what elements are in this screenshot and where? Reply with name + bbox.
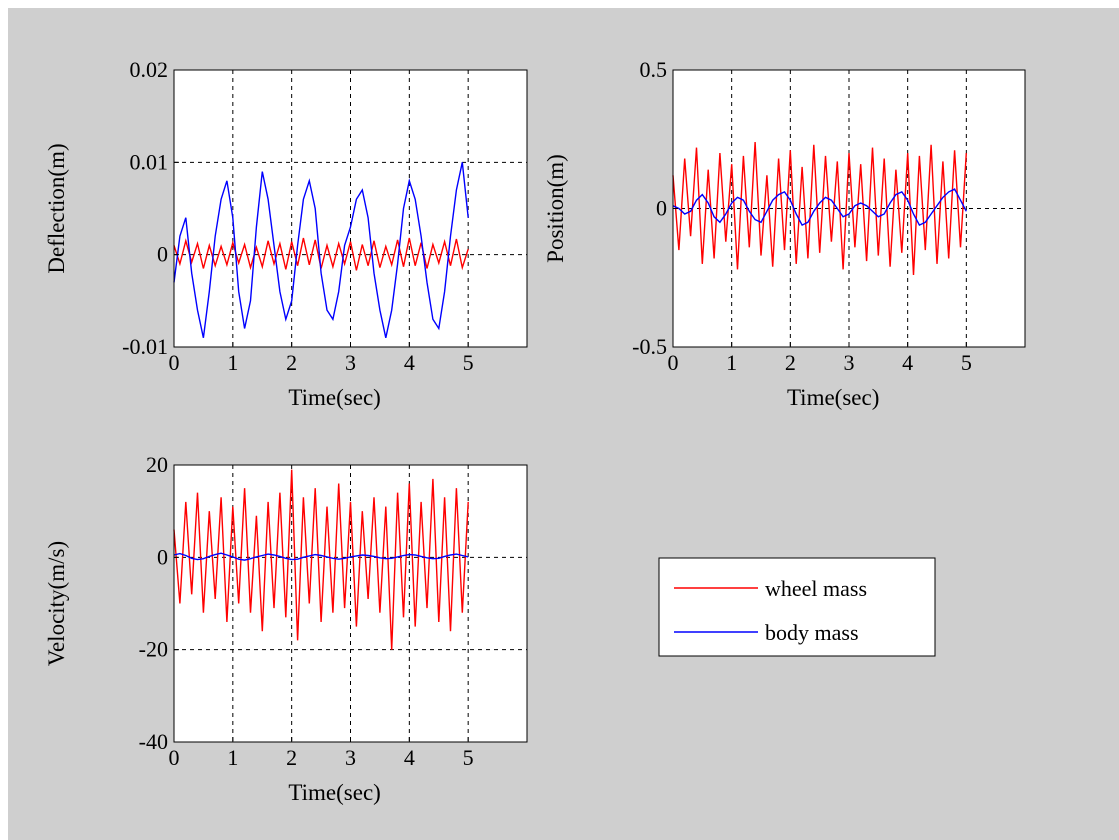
x-tick-label: 4 xyxy=(404,745,415,770)
y-tick-label: -40 xyxy=(139,729,168,754)
y-tick-label: 0.5 xyxy=(640,57,668,82)
y-tick-label: -0.01 xyxy=(122,334,168,359)
series-line-wheel-mass xyxy=(672,141,967,276)
x-axis-label-velocity: Time(sec) xyxy=(288,780,380,805)
x-tick-label: 5 xyxy=(463,350,474,375)
x-tick-label: 0 xyxy=(169,350,180,375)
x-tick-label: 2 xyxy=(286,350,297,375)
x-tick-label: 4 xyxy=(404,350,415,375)
legend-label-wheel-mass: wheel mass xyxy=(765,576,867,601)
x-axis-label-deflection: Time(sec) xyxy=(288,385,380,410)
series-line-body-mass xyxy=(672,188,967,227)
y-axis-label-velocity: Velocity(m/s) xyxy=(44,541,69,666)
x-tick-label: 2 xyxy=(785,350,796,375)
y-tick-label: 0 xyxy=(157,242,168,267)
x-axis-label-position: Time(sec) xyxy=(787,385,879,410)
legend-label-body-mass: body mass xyxy=(765,620,859,645)
x-tick-label: 3 xyxy=(345,350,356,375)
legend: wheel mass body mass xyxy=(658,557,936,657)
series-line-body-mass xyxy=(173,552,469,561)
y-axis-label-deflection: Deflection(m) xyxy=(44,143,69,273)
y-tick-label: -20 xyxy=(139,637,168,662)
x-tick-label: 3 xyxy=(844,350,855,375)
x-tick-label: 1 xyxy=(227,745,238,770)
y-tick-label: 20 xyxy=(146,452,168,477)
y-tick-label: 0.02 xyxy=(130,57,169,82)
figure-canvas: 0 1 2 3 4 5 -0.01 0 0.01 0.02 Time(sec) Deflection(… xyxy=(8,8,1119,840)
x-tick-label: 1 xyxy=(726,350,737,375)
x-tick-label: 0 xyxy=(668,350,679,375)
series-line-wheel-mass xyxy=(173,469,469,650)
x-tick-label: 1 xyxy=(227,350,238,375)
x-tick-label: 5 xyxy=(961,350,972,375)
x-tick-label: 2 xyxy=(286,745,297,770)
series-line-body-mass xyxy=(173,162,469,338)
subplot-velocity: 0 1 2 3 4 5 -40 -20 0 20 Time(sec) Velocity(m/s) xyxy=(44,452,528,805)
x-tick-label: 3 xyxy=(345,745,356,770)
x-tick-label: 0 xyxy=(169,745,180,770)
y-tick-label: -0.5 xyxy=(632,334,667,359)
plots-svg: 0 1 2 3 4 5-0.0100.010.02Time(sec)Deflection(… xyxy=(44,57,1026,805)
y-tick-label: 0.01 xyxy=(130,149,169,174)
x-tick-label: 4 xyxy=(902,350,913,375)
y-tick-label: 0 xyxy=(157,544,168,569)
subplot-deflection: 0 1 2 3 4 5-0.0100.010.02Time(sec)Deflection(… xyxy=(44,57,528,410)
y-tick-label: 0 xyxy=(656,196,667,221)
y-axis-label-position: Position(m) xyxy=(543,154,568,263)
legend-box xyxy=(658,557,936,657)
x-tick-label: 5 xyxy=(463,745,474,770)
